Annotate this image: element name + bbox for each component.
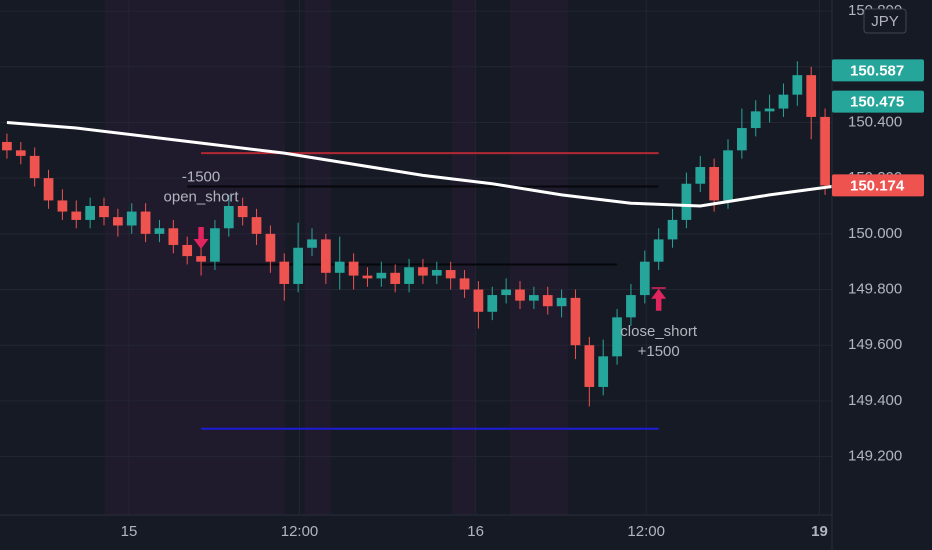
candle-body [99,206,109,218]
candle-body [584,345,595,387]
currency-box [863,8,907,34]
candle-body [348,261,359,276]
y-tick-label: 149.400 [848,392,902,409]
candle-body [362,275,373,279]
candle-body [2,141,12,151]
candle-body [473,289,484,312]
candle-body [251,217,262,234]
y-tick-label: 149.200 [848,448,902,465]
candle-body [515,289,525,301]
session-band [105,0,285,515]
candle-body [487,295,498,312]
x-tick-label: 12:00 [281,523,319,540]
trade-arrow [651,287,667,311]
candle-body [334,261,345,273]
candle-body [626,295,636,318]
moving-average [6,120,833,208]
candle-body [612,317,622,357]
y-tick-label: 149.800 [848,280,902,297]
candle-body [182,244,193,257]
candle-body [750,111,761,129]
price-label: 150.475 [850,94,904,111]
candle-body [681,183,692,220]
price-label-box [832,59,924,82]
candle-body [445,270,456,279]
candle-body [792,75,803,95]
candle-body [737,128,747,151]
candle-body [43,178,54,201]
session-band [510,0,568,515]
candle-body [806,75,817,117]
candle-body [57,200,68,212]
candle-body [404,267,414,284]
currency: JPY [871,13,899,30]
candle-body [168,228,179,245]
candle-body [321,239,331,273]
candle-body [126,211,137,226]
candle-body [279,261,290,284]
candle-body [223,206,234,229]
candle-body [653,239,664,262]
candle-body [556,297,567,307]
candle-body [459,278,470,290]
candle-body [71,211,82,220]
candle-body [723,150,733,201]
price-label: 150.174 [850,177,905,194]
price-label-box [832,174,924,197]
price-label: 150.587 [850,62,904,79]
candle-body [570,297,581,346]
x-tick-label: 15 [121,523,138,540]
candle-body [154,228,165,234]
trade-arrow [193,227,209,250]
candle-body [293,247,303,284]
y-tick-label: 150.400 [848,113,902,130]
candle-body [113,217,123,226]
candle-body [210,228,220,262]
candle-body [376,272,387,279]
candle-body [639,261,650,296]
candle-body [265,233,276,262]
candle-body [431,270,442,276]
candle-body [667,219,678,240]
candle-body [85,206,95,220]
candle-body [778,94,789,109]
y-tick-label: 150.000 [848,225,902,242]
trade-amount: -1500 [182,169,220,186]
trade-label: open_short [164,189,240,206]
candle-body [598,356,609,387]
candle-body [501,289,511,296]
plot: -1500 open_short close_short +1500 [2,61,833,430]
x-tick-label: 19 [811,523,828,540]
candle-body [418,267,428,276]
x-tick-label: 12:00 [627,523,665,540]
candle-body [29,155,40,179]
trade-amount: +1500 [638,343,680,360]
candle-body [140,211,151,234]
axes: 149.200149.400149.600149.800150.000150.2… [121,2,924,540]
candle-body [764,108,775,112]
session-band [452,0,475,515]
trade-label: close_short [620,323,698,340]
candle-body [695,167,706,184]
candle-body [390,272,401,284]
candle-body [237,206,248,218]
candle-body [15,150,26,156]
candle-body [529,295,539,301]
y-tick-label: 149.600 [848,336,902,353]
candle-body [820,116,830,186]
candle-body [709,167,719,201]
price-label-box [832,90,924,113]
x-tick-label: 16 [467,523,484,540]
candle-body [542,295,553,307]
candle-body [196,256,206,262]
candle-body [307,239,317,248]
